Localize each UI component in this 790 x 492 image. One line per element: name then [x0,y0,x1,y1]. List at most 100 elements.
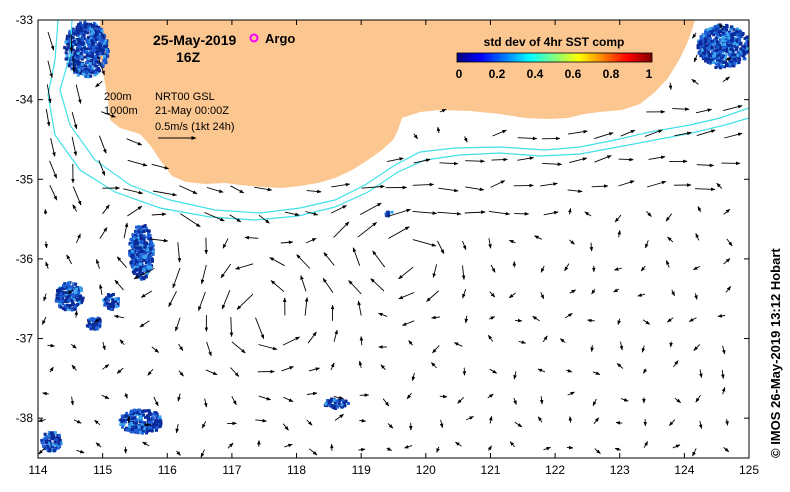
current-vector [322,278,334,293]
sst-pixel [131,270,135,274]
current-vector [617,230,621,238]
x-tick-label: 115 [93,463,112,477]
current-vector [178,370,184,377]
sst-pixel [108,302,112,306]
sst-pixel [99,62,103,66]
sst-pixel [83,30,87,34]
sst-pixel [82,50,86,54]
current-vector [281,366,294,372]
sst-pixel [715,60,719,64]
current-vector [540,292,545,300]
sst-pixel [77,26,81,30]
current-vector [437,240,445,255]
sst-pixel [716,45,720,49]
sst-pixel [90,39,94,43]
sst-pixel [139,237,143,241]
current-vector [102,204,110,215]
current-vector [150,238,169,243]
sst-pixel [93,325,97,329]
sst-pixel [703,52,707,56]
current-vector [463,136,468,143]
sst-pixel [735,29,739,33]
sst-pixel [135,225,138,229]
sst-pixel [718,61,722,65]
current-vector [45,108,51,127]
current-vector [695,232,700,241]
sst-pixel [137,260,141,264]
sst-pixel [711,60,715,64]
current-vector [359,418,367,423]
sst-pixel [135,429,138,432]
current-vector [465,186,485,192]
current-vector [380,364,386,371]
current-vector [176,450,181,456]
sst-pixel [732,59,736,63]
sst-pixel [721,61,725,65]
sst-pixel [718,59,722,63]
sst-pixel [74,282,78,286]
sst-pixel [104,39,108,43]
sst-pixel [91,66,95,70]
sst-pixel [722,47,726,51]
sst-pixel [68,61,72,65]
current-vector [674,131,692,137]
current-vector [492,129,507,137]
sst-pixel [48,434,52,438]
sst-pixel [87,320,91,324]
current-vector [465,159,485,163]
sst-pixel [70,308,74,312]
current-vector [688,317,697,322]
current-vector [406,392,412,400]
current-vector [594,155,612,163]
current-vector [466,416,474,421]
sst-pixel [40,441,44,445]
current-vector [179,185,198,195]
sst-pixel [703,40,707,44]
current-vector [153,396,159,407]
sst-pixel [83,46,87,50]
sst-pixel [75,25,79,29]
sst-pixel [65,47,68,51]
current-vector [692,448,697,457]
x-tick-label: 124 [674,463,694,477]
sst-pixel [723,56,727,60]
sst-pixel [341,405,344,409]
current-vector [244,235,259,240]
sst-pixel [325,404,329,408]
current-vector [723,104,743,112]
current-vector [95,442,102,448]
current-vector [140,290,153,298]
current-vector [513,371,517,380]
x-tick-label: 117 [222,463,241,477]
sst-pixel [707,47,711,51]
sst-pixel [105,48,109,52]
current-vector [462,289,467,299]
sst-pixel [87,68,91,72]
sst-pixel [89,318,93,321]
sst-pixel [102,298,106,302]
current-vector [543,211,559,216]
sst-pixel [702,41,706,45]
sst-pixel [95,64,99,68]
sst-pixel [54,436,58,440]
current-vector [453,342,463,347]
sst-pixel [145,426,148,430]
sst-pixel [61,294,65,298]
sst-pixel [712,51,716,55]
current-vector [330,205,348,214]
sst-pixel [141,230,145,233]
current-vector [126,138,143,146]
sst-pixel [95,60,99,64]
sst-pixel [737,42,741,46]
current-vector [333,395,344,400]
sst-pixel [105,44,108,48]
current-vector [201,421,207,429]
sst-pixel [134,229,137,233]
sst-pixel [47,431,51,434]
current-vector [387,423,394,429]
sst-pixel [91,326,95,330]
current-vector [567,391,576,396]
sst-pixel [737,60,741,64]
current-vector [487,393,494,399]
sst-pixel [704,59,708,63]
